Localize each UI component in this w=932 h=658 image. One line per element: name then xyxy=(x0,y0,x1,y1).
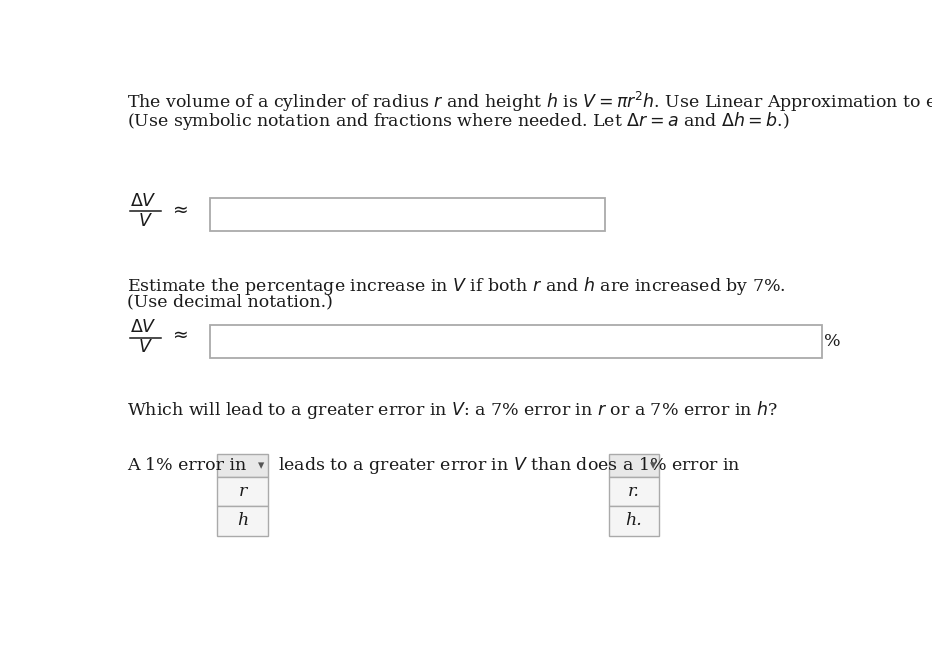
Text: h: h xyxy=(237,513,248,530)
Text: $\Delta V$: $\Delta V$ xyxy=(130,193,158,210)
Bar xyxy=(609,506,659,536)
Bar xyxy=(609,454,659,477)
Text: r.: r. xyxy=(628,483,639,500)
Bar xyxy=(217,477,267,506)
Text: The volume of a cylinder of radius $r$ and height $\mathit{h}$ is $V = \pi r^2 h: The volume of a cylinder of radius $r$ a… xyxy=(128,89,932,117)
Text: ▾: ▾ xyxy=(258,459,265,472)
Text: leads to a greater error in $V$ than does a 1% error in: leads to a greater error in $V$ than doe… xyxy=(279,455,741,476)
Bar xyxy=(210,198,605,231)
Text: (Use decimal notation.): (Use decimal notation.) xyxy=(128,293,334,310)
Bar xyxy=(609,477,659,506)
Text: Estimate the percentage increase in $V$ if both $r$ and $h$ are increased by 7%.: Estimate the percentage increase in $V$ … xyxy=(128,275,786,297)
Text: $\approx$: $\approx$ xyxy=(170,325,188,343)
Text: $\Delta V$: $\Delta V$ xyxy=(130,319,158,336)
Text: $\approx$: $\approx$ xyxy=(170,201,188,218)
Bar xyxy=(217,454,267,477)
Text: $V$: $V$ xyxy=(138,213,153,230)
Text: $V$: $V$ xyxy=(138,340,153,356)
Text: A 1% error in: A 1% error in xyxy=(128,457,247,474)
Text: Which will lead to a greater error in $V$: a 7% error in $r$ or a 7% error in $h: Which will lead to a greater error in $V… xyxy=(128,399,778,420)
Text: %: % xyxy=(824,333,841,350)
Text: ▾: ▾ xyxy=(650,459,656,472)
Bar xyxy=(217,506,267,536)
Text: r: r xyxy=(239,483,247,500)
Text: (Use symbolic notation and fractions where needed. Let $\Delta r = a$ and $\Delt: (Use symbolic notation and fractions whe… xyxy=(128,110,790,132)
Bar xyxy=(210,325,822,358)
Text: h.: h. xyxy=(625,513,642,530)
